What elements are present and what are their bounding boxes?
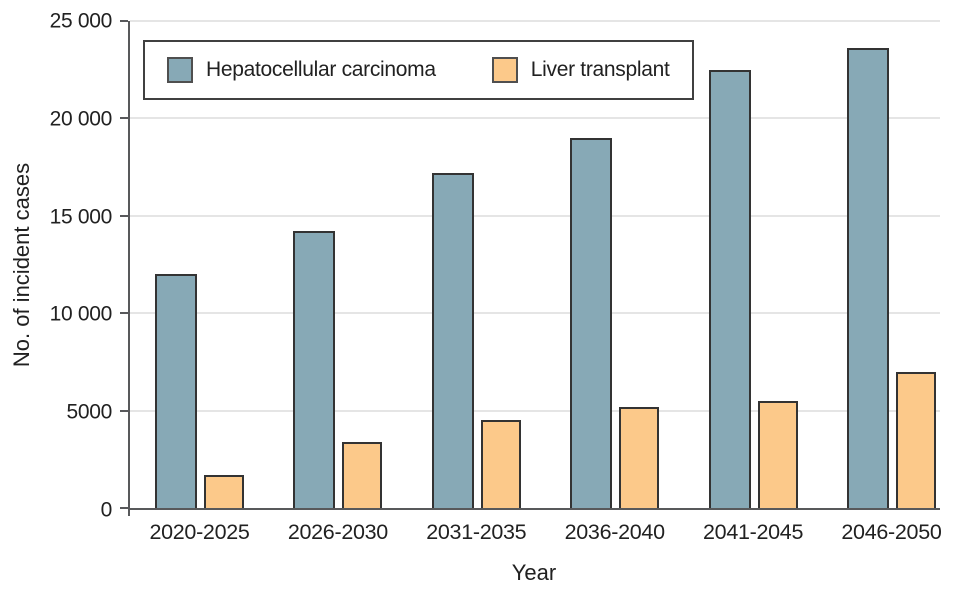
y-tick-mark-0 xyxy=(120,507,128,509)
bar-liver-transplant-2041-2045 xyxy=(757,400,798,508)
gridline-10000 xyxy=(130,312,940,315)
legend-swatch-icon xyxy=(167,57,193,83)
x-tick-label-2036-2040: 2036-2040 xyxy=(565,520,665,545)
legend-label: Hepatocellular carcinoma xyxy=(206,58,436,81)
bar-group-2020-2025 xyxy=(155,21,244,508)
x-tick-text: 2046-2050 xyxy=(841,520,942,544)
bar-group-2046-2050 xyxy=(846,21,936,508)
x-tick-label-2031-2035: 2031-2035 xyxy=(426,520,526,545)
x-tick-text: 2041-2045 xyxy=(703,520,804,544)
y-tick-label-25000: 25 000 xyxy=(49,9,113,33)
bar-hepatocellular-carcinoma-2046-2050 xyxy=(846,48,889,508)
x-tick-text: 2031-2035 xyxy=(426,520,527,544)
y-tick-mark-5000 xyxy=(120,409,128,412)
bar-hepatocellular-carcinoma-2041-2045 xyxy=(708,69,751,508)
y-tick-mark-25000 xyxy=(120,20,128,22)
y-tick-mark-15000 xyxy=(120,214,128,217)
gridline-25000 xyxy=(130,20,940,22)
y-tick-label-20000: 20 000 xyxy=(49,107,113,131)
y-tick-label-0: 0 xyxy=(100,498,113,522)
bar-group-2031-2035 xyxy=(431,21,521,508)
x-tick-label-2041-2045: 2041-2045 xyxy=(703,520,803,545)
legend: Hepatocellular carcinoma Liver transplant xyxy=(143,40,694,100)
bar-liver-transplant-2026-2030 xyxy=(342,441,383,508)
bar-group-2026-2030 xyxy=(293,21,383,508)
bar-liver-transplant-2020-2025 xyxy=(204,474,244,508)
bar-group-2036-2040 xyxy=(570,21,660,508)
x-tick-text: 2036-2040 xyxy=(564,520,665,544)
x-tick-text: 2026-2030 xyxy=(287,520,388,544)
x-tick-label-2020-2025: 2020-2025 xyxy=(149,520,249,545)
x-axis-title: Year xyxy=(511,560,557,585)
gridline-20000 xyxy=(130,117,940,120)
y-tick-label-10000: 10 000 xyxy=(49,302,113,326)
gridline-15000 xyxy=(130,214,940,217)
bar-liver-transplant-2046-2050 xyxy=(895,371,936,508)
bar-group-2041-2045 xyxy=(708,21,798,508)
y-tick-labels: 0 5000 10 000 15 000 20 000 25 000 xyxy=(0,11,113,521)
bar-hepatocellular-carcinoma-2026-2030 xyxy=(293,231,336,508)
bar-liver-transplant-2036-2040 xyxy=(619,406,660,508)
bars-layer xyxy=(130,21,940,508)
legend-label: Liver transplant xyxy=(530,58,670,81)
legend-item-liver-transplant: Liver transplant xyxy=(491,57,670,83)
bar-hepatocellular-carcinoma-2020-2025 xyxy=(155,274,197,508)
y-tick-label-15000: 15 000 xyxy=(49,205,113,229)
bar-hepatocellular-carcinoma-2036-2040 xyxy=(570,137,613,508)
x-tick-label-2026-2030: 2026-2030 xyxy=(288,520,388,545)
x-tick-labels: 2020-2025 2026-2030 2031-2035 2036-2040 2041… xyxy=(130,520,941,545)
legend-item-hepatocellular-carcinoma: Hepatocellular carcinoma xyxy=(167,57,436,83)
y-tick-mark-20000 xyxy=(120,117,128,120)
x-axis-origin-tick xyxy=(128,510,130,516)
x-tick-text: 2020-2025 xyxy=(149,520,250,544)
y-tick-label-5000: 5000 xyxy=(66,400,112,424)
legend-swatch-icon xyxy=(491,57,518,83)
x-tick-label-2046-2050: 2046-2050 xyxy=(841,520,941,545)
bar-hepatocellular-carcinoma-2031-2035 xyxy=(431,172,474,508)
y-tick-mark-10000 xyxy=(120,312,128,315)
gridline-5000 xyxy=(130,409,940,412)
bar-liver-transplant-2031-2035 xyxy=(480,420,521,508)
plot-area: Hepatocellular carcinoma Liver transplant xyxy=(120,20,940,516)
